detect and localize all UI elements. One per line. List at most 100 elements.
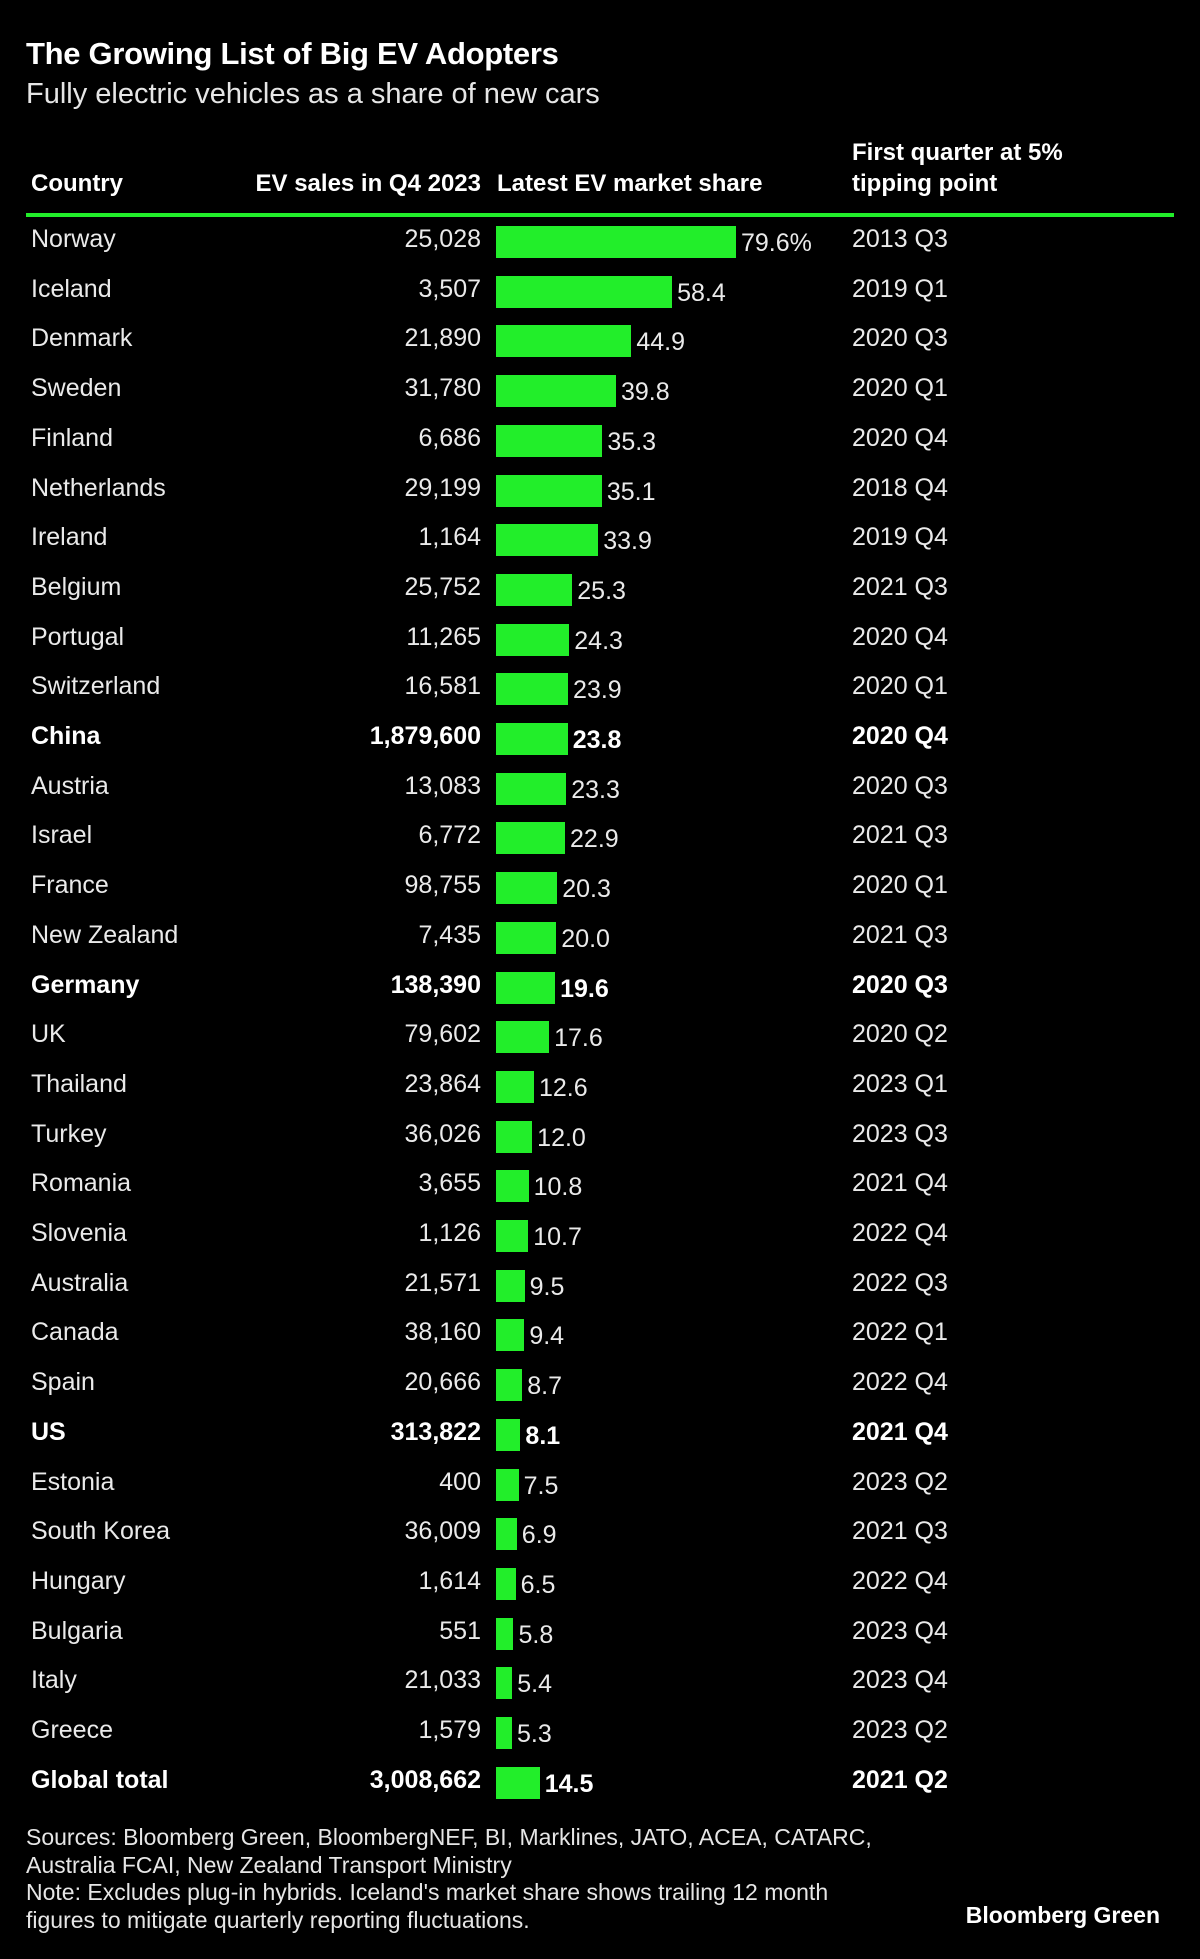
share-label: 20.0 xyxy=(561,924,610,953)
sales-cell: 25,028 xyxy=(404,225,481,253)
share-label: 19.6 xyxy=(560,974,609,1003)
country-cell: US xyxy=(31,1417,66,1446)
sales-cell: 36,009 xyxy=(404,1517,481,1546)
table-row: Finland 6,686 35.3 2020 Q4 xyxy=(0,418,1200,468)
first-quarter-cell: 2022 Q4 xyxy=(852,1566,948,1595)
table-row: South Korea 36,009 6.9 2021 Q3 xyxy=(0,1511,1200,1561)
country-cell: Global total xyxy=(31,1765,169,1794)
table-row: Ireland 1,164 33.9 2019 Q4 xyxy=(0,517,1200,567)
share-bar xyxy=(496,1319,525,1352)
share-label: 22.9 xyxy=(570,825,619,854)
first-quarter-cell: 2018 Q4 xyxy=(852,473,948,502)
sales-cell: 3,507 xyxy=(418,274,481,303)
table-row: Romania 3,655 10.8 2021 Q4 xyxy=(0,1163,1200,1213)
country-cell: Hungary xyxy=(31,1566,126,1595)
sales-cell: 3,008,662 xyxy=(369,1765,481,1794)
first-quarter-cell: 2019 Q4 xyxy=(852,523,948,552)
share-bar xyxy=(496,1021,550,1054)
chart-subtitle: Fully electric vehicles as a share of ne… xyxy=(26,78,600,110)
sales-cell: 1,579 xyxy=(418,1716,481,1744)
sales-cell: 1,879,600 xyxy=(369,722,481,750)
share-label: 79.6% xyxy=(741,229,812,257)
share-label: 24.3 xyxy=(574,626,623,655)
country-cell: Belgium xyxy=(31,572,122,601)
table-row: Israel 6,772 22.9 2021 Q3 xyxy=(0,815,1200,865)
country-cell: Estonia xyxy=(31,1467,115,1496)
country-cell: Germany xyxy=(31,970,140,999)
table-row: Greece 1,579 5.3 2023 Q2 xyxy=(0,1710,1200,1760)
country-cell: Greece xyxy=(31,1716,113,1744)
sales-cell: 1,126 xyxy=(418,1219,481,1247)
table-row: Sweden 31,780 39.8 2020 Q1 xyxy=(0,368,1200,418)
share-label: 10.7 xyxy=(533,1223,582,1251)
country-cell: Spain xyxy=(31,1368,95,1397)
share-bar xyxy=(496,1220,529,1252)
share-label: 25.3 xyxy=(577,576,626,605)
sources-line-1: Sources: Bloomberg Green, BloombergNEF, … xyxy=(26,1824,872,1850)
first-quarter-cell: 2023 Q1 xyxy=(852,1069,948,1098)
sales-cell: 98,755 xyxy=(404,871,481,900)
note-line-1: Note: Excludes plug-in hybrids. Iceland'… xyxy=(26,1879,829,1905)
first-quarter-cell: 2021 Q3 xyxy=(852,572,948,601)
share-label: 12.6 xyxy=(538,1073,588,1102)
share-bar xyxy=(496,1567,516,1600)
first-quarter-cell: 2020 Q4 xyxy=(852,722,948,750)
share-label: 6.5 xyxy=(520,1570,556,1599)
table-row: Hungary 1,614 6.5 2022 Q4 xyxy=(0,1561,1200,1611)
table-row: China 1,879,600 23.8 2020 Q4 xyxy=(0,716,1200,766)
country-cell: Australia xyxy=(31,1268,129,1297)
table-row: Austria 13,083 23.3 2020 Q3 xyxy=(0,766,1200,816)
share-label: 23.8 xyxy=(572,726,622,754)
share-bar xyxy=(496,226,736,258)
footer-sources: Sources: Bloomberg Green, BloombergNEF, … xyxy=(26,1824,966,1934)
share-bar xyxy=(496,325,632,358)
sales-cell: 21,571 xyxy=(404,1268,481,1297)
share-label: 7.5 xyxy=(523,1471,559,1500)
share-label: 17.6 xyxy=(554,1024,603,1053)
sales-cell: 6,772 xyxy=(418,821,481,850)
table-row: Slovenia 1,126 10.7 2022 Q4 xyxy=(0,1213,1200,1263)
sales-cell: 16,581 xyxy=(404,672,481,701)
share-bar xyxy=(496,474,602,507)
table-row: Norway 25,028 79.6% 2013 Q3 xyxy=(0,219,1200,269)
first-quarter-cell: 2020 Q3 xyxy=(852,771,948,800)
first-quarter-cell: 2020 Q4 xyxy=(852,423,948,452)
share-bar xyxy=(496,1766,540,1799)
country-cell: Norway xyxy=(31,225,116,253)
first-quarter-cell: 2023 Q2 xyxy=(852,1716,948,1744)
country-cell: Romania xyxy=(31,1169,132,1198)
sales-cell: 11,265 xyxy=(406,622,481,651)
table-row: Germany 138,390 19.6 2020 Q3 xyxy=(0,965,1200,1015)
country-cell: France xyxy=(31,871,109,900)
sales-cell: 3,655 xyxy=(418,1169,481,1198)
chart-title: The Growing List of Big EV Adopters xyxy=(26,36,559,71)
first-quarter-cell: 2023 Q4 xyxy=(852,1616,948,1645)
sales-cell: 25,752 xyxy=(404,572,481,601)
first-quarter-cell: 2013 Q3 xyxy=(852,225,948,253)
sales-cell: 29,199 xyxy=(404,473,481,502)
table-row: Netherlands 29,199 35.1 2018 Q4 xyxy=(0,468,1200,518)
table-row: US 313,822 8.1 2021 Q4 xyxy=(0,1412,1200,1462)
sales-cell: 38,160 xyxy=(404,1318,481,1347)
country-cell: Sweden xyxy=(31,374,122,403)
column-header-first-quarter-line1: First quarter at 5% xyxy=(852,139,1063,166)
share-label: 10.8 xyxy=(533,1173,583,1202)
share-label: 58.4 xyxy=(677,278,726,307)
note-line-2: figures to mitigate quarterly reporting … xyxy=(26,1906,530,1933)
country-cell: Portugal xyxy=(31,622,125,651)
share-label: 5.8 xyxy=(518,1620,554,1649)
first-quarter-cell: 2021 Q3 xyxy=(852,1517,948,1546)
table-row: Denmark 21,890 44.9 2020 Q3 xyxy=(0,318,1200,368)
first-quarter-cell: 2021 Q3 xyxy=(852,821,948,850)
sales-cell: 138,390 xyxy=(390,970,481,999)
table-row: Canada 38,160 9.4 2022 Q1 xyxy=(0,1312,1200,1362)
share-bar xyxy=(496,1667,513,1700)
share-bar xyxy=(496,1418,521,1451)
first-quarter-cell: 2022 Q1 xyxy=(852,1318,948,1347)
share-label: 39.8 xyxy=(621,378,670,407)
first-quarter-cell: 2023 Q4 xyxy=(852,1666,948,1695)
first-quarter-cell: 2021 Q2 xyxy=(852,1765,948,1794)
first-quarter-cell: 2020 Q3 xyxy=(852,970,948,999)
first-quarter-cell: 2019 Q1 xyxy=(852,274,948,303)
share-label: 8.7 xyxy=(527,1372,562,1401)
